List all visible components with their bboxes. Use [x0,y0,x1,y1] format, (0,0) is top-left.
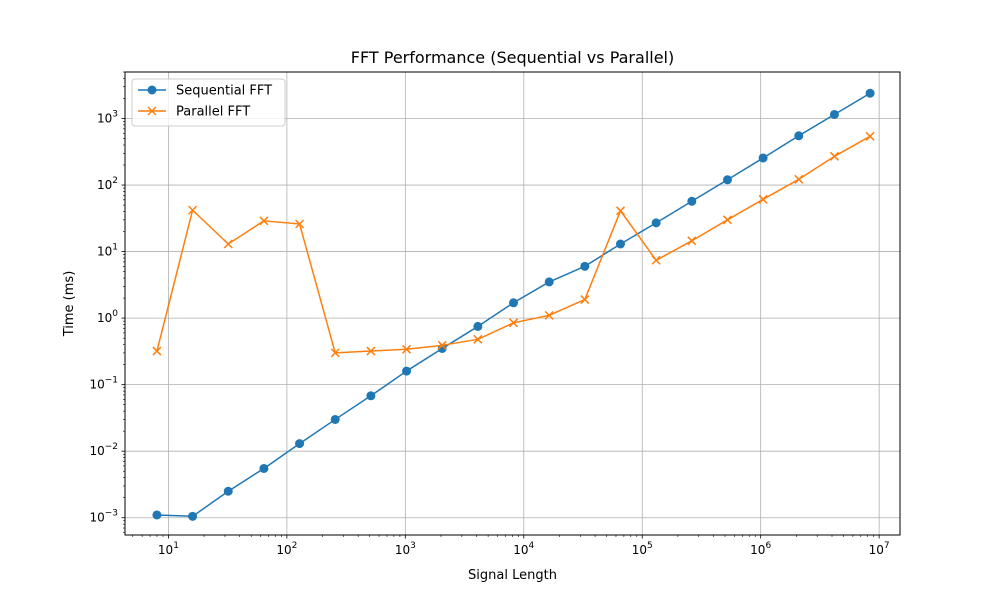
data-point-parallel [259,216,269,226]
data-point-parallel [580,295,590,305]
data-point-sequential [259,463,269,473]
ticks: 101 102 103 104 105 106 107 10−3 10−2 10−1 100 101 1… [89,71,890,557]
data-point-sequential [223,486,233,496]
data-point-parallel [794,174,804,184]
x-tick-label: 104 [513,541,534,557]
y-tick-label: 10−1 [89,376,118,392]
y-tick-label: 102 [97,176,118,192]
legend-label-sequential: Sequential FFT [176,84,272,99]
data-point-sequential [152,510,162,520]
data-point-sequential [794,131,804,141]
grid [125,72,900,535]
data-point-parallel [508,318,519,328]
data-point-parallel [687,236,697,246]
data-point-parallel [615,206,626,216]
chart-title: FFT Performance (Sequential vs Parallel) [351,48,674,67]
data-point-parallel [366,346,376,356]
data-point-sequential [473,321,483,331]
y-tick-label: 101 [97,243,118,259]
x-tick-label: 102 [276,541,297,557]
x-tick-label: 105 [632,541,653,557]
data-point-parallel [330,348,340,358]
data-point-sequential [615,239,625,249]
data-point-sequential [758,153,768,163]
data-point-sequential [188,511,198,521]
x-tick-label: 101 [158,541,179,557]
data-point-parallel [829,151,839,161]
data-point-parallel [295,219,305,229]
data-point-sequential [295,439,305,449]
data-point-parallel [402,344,412,354]
legend-marker-sequential [147,85,157,95]
legend-box [131,78,286,127]
data-point-sequential [330,414,340,424]
data-point-sequential [829,109,839,119]
data-point-sequential [865,88,875,98]
y-tick-label: 10−3 [89,509,118,525]
data-point-parallel [758,194,768,204]
data-point-parallel [223,239,233,249]
legend: Sequential FFT Parallel FFT [131,78,286,127]
y-tick-label: 103 [97,110,118,126]
data-point-parallel [544,310,554,320]
data-point-parallel [152,346,162,356]
data-point-sequential [580,261,590,271]
data-point-parallel [437,340,447,350]
x-axis-label: Signal Length [468,568,557,583]
y-tick-label: 100 [97,309,118,325]
legend-label-parallel: Parallel FFT [176,105,250,120]
data-point-sequential [402,366,412,376]
data-point-sequential [509,298,519,308]
data-point-parallel [473,334,483,344]
data-point-sequential [366,391,376,401]
data-point-parallel [865,131,875,141]
data-point-parallel [651,255,661,265]
data-point-parallel [722,215,732,225]
y-axis-label: Time (ms) [62,271,77,338]
x-tick-label: 106 [750,541,771,557]
series-layer [152,88,875,521]
legend-marker-parallel [147,106,157,116]
y-tick-label: 10−2 [89,442,118,458]
data-point-sequential [722,175,732,185]
data-point-sequential [544,277,554,287]
data-point-parallel [188,205,198,215]
x-tick-label: 107 [869,541,890,557]
x-tick-label: 103 [395,541,416,557]
data-point-sequential [651,218,661,228]
data-point-sequential [687,196,697,206]
